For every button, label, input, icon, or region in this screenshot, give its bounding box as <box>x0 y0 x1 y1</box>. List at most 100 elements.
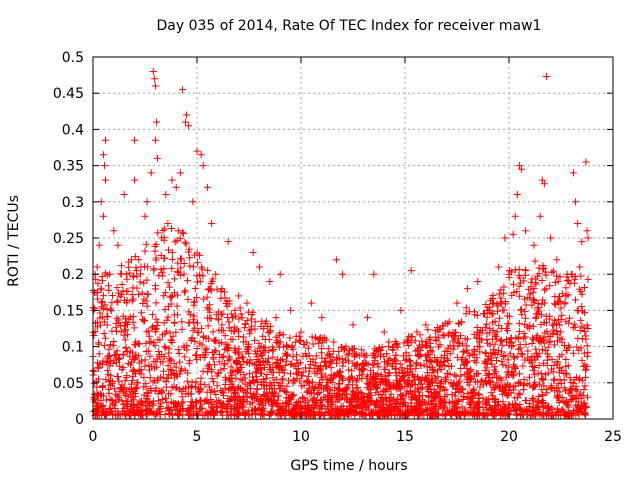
data-point <box>354 400 362 408</box>
data-point <box>497 348 505 356</box>
data-point <box>141 356 149 364</box>
data-point <box>394 396 402 404</box>
data-point <box>415 385 423 393</box>
data-point <box>582 373 590 381</box>
data-point <box>259 347 267 355</box>
data-point <box>263 371 271 379</box>
data-point <box>515 345 523 353</box>
data-point <box>234 384 242 392</box>
data-point <box>189 263 197 271</box>
data-point <box>543 327 551 335</box>
data-point <box>518 351 526 359</box>
data-point <box>251 361 259 369</box>
data-point <box>152 299 160 307</box>
data-point <box>239 376 247 384</box>
data-point <box>509 230 517 238</box>
data-point <box>495 374 503 382</box>
data-point <box>312 352 320 360</box>
data-point <box>551 293 559 301</box>
data-point <box>532 313 540 321</box>
data-point <box>473 411 481 419</box>
data-point <box>570 279 578 287</box>
data-point <box>99 305 107 313</box>
x-tick-label: 20 <box>500 429 518 445</box>
data-point <box>513 353 521 361</box>
data-point <box>133 272 141 280</box>
data-point <box>117 262 125 270</box>
data-point <box>155 397 163 405</box>
data-point <box>243 317 251 325</box>
data-point <box>230 385 238 393</box>
data-point <box>484 355 492 363</box>
data-point <box>581 403 589 411</box>
data-point <box>284 398 292 406</box>
data-point <box>159 331 167 339</box>
data-point <box>170 318 178 326</box>
data-point <box>372 397 380 405</box>
data-point <box>164 279 172 287</box>
data-point <box>437 325 445 333</box>
data-point <box>309 340 317 348</box>
data-point <box>184 277 192 285</box>
y-axis-label: ROTI / TECUs <box>6 195 22 287</box>
data-point <box>156 400 164 408</box>
data-point <box>540 359 548 367</box>
data-point <box>251 318 259 326</box>
data-point <box>100 318 108 326</box>
data-point <box>101 176 109 184</box>
data-point <box>404 338 412 346</box>
data-point <box>569 324 577 332</box>
data-point <box>162 344 170 352</box>
data-point <box>463 358 471 366</box>
data-point <box>496 375 504 383</box>
data-point <box>289 410 297 418</box>
data-point <box>530 382 538 390</box>
data-point <box>107 372 115 380</box>
data-point <box>158 269 166 277</box>
data-point <box>153 377 161 385</box>
data-point <box>168 264 176 272</box>
data-point <box>186 262 194 270</box>
data-point <box>465 410 473 418</box>
data-point <box>173 383 181 391</box>
data-point <box>227 410 235 418</box>
data-point <box>516 370 524 378</box>
data-point <box>333 354 341 362</box>
data-point <box>212 391 220 399</box>
data-point <box>318 314 326 322</box>
data-point <box>506 312 514 320</box>
data-point <box>347 395 355 403</box>
data-point <box>128 377 136 385</box>
data-point <box>510 406 518 414</box>
data-point <box>362 374 370 382</box>
data-point <box>499 387 507 395</box>
data-point <box>395 384 403 392</box>
data-point <box>515 265 523 273</box>
data-point <box>199 367 207 375</box>
data-point <box>193 319 201 327</box>
data-point <box>272 410 280 418</box>
data-point <box>440 332 448 340</box>
data-point <box>301 402 309 410</box>
data-point <box>272 314 280 322</box>
data-point <box>241 320 249 328</box>
data-point <box>525 373 533 381</box>
data-point <box>387 390 395 398</box>
data-point <box>274 392 282 400</box>
data-point <box>451 329 459 337</box>
data-point <box>522 301 530 309</box>
data-point <box>391 356 399 364</box>
data-point <box>553 358 561 366</box>
data-point <box>257 380 265 388</box>
data-point <box>402 410 410 418</box>
data-point <box>428 348 436 356</box>
data-point <box>133 403 141 411</box>
data-point <box>138 411 146 419</box>
data-point <box>308 404 316 412</box>
data-point <box>529 322 537 330</box>
data-point <box>528 395 536 403</box>
data-point <box>191 298 199 306</box>
data-point <box>531 297 539 305</box>
data-point <box>164 374 172 382</box>
data-point <box>441 319 449 327</box>
